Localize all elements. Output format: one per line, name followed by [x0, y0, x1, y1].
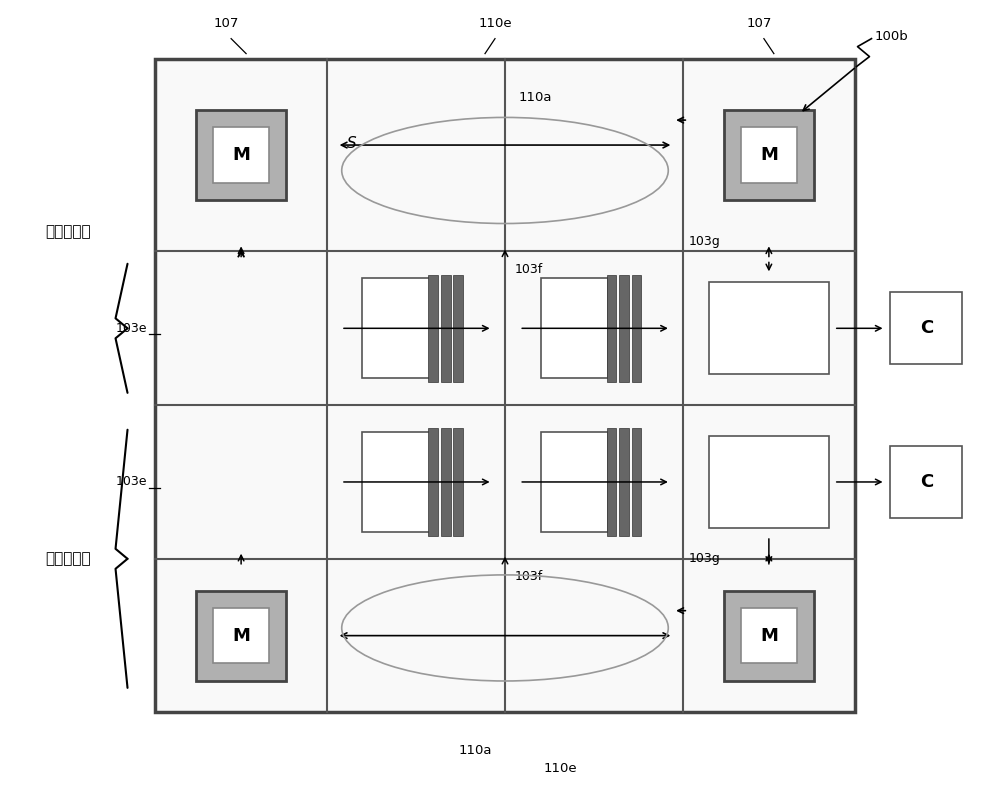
- Text: 103g: 103g: [688, 235, 720, 248]
- Text: 110a: 110a: [518, 91, 552, 104]
- Bar: [724, 110, 814, 200]
- Bar: [428, 275, 438, 382]
- Bar: [607, 429, 616, 535]
- Bar: [453, 429, 463, 535]
- Bar: [196, 110, 286, 200]
- Bar: [890, 446, 962, 518]
- Bar: [541, 279, 608, 378]
- Bar: [741, 127, 797, 183]
- Bar: [632, 275, 641, 382]
- Text: C: C: [920, 319, 933, 338]
- Text: M: M: [232, 146, 250, 164]
- Bar: [362, 432, 430, 532]
- Text: 103f: 103f: [515, 571, 543, 583]
- Bar: [213, 127, 269, 183]
- Bar: [709, 436, 829, 528]
- Bar: [607, 275, 616, 382]
- Text: M: M: [760, 146, 778, 164]
- Text: 110a: 110a: [458, 745, 492, 757]
- Bar: [709, 282, 829, 374]
- Text: M: M: [760, 626, 778, 645]
- Bar: [541, 432, 608, 532]
- Text: C: C: [920, 473, 933, 491]
- Bar: [155, 58, 855, 713]
- Text: 107: 107: [213, 17, 239, 30]
- Text: 103e: 103e: [116, 322, 147, 335]
- Bar: [632, 429, 641, 535]
- Bar: [441, 275, 451, 382]
- Bar: [213, 608, 269, 663]
- Text: 100b: 100b: [874, 30, 908, 43]
- Bar: [724, 591, 814, 681]
- Text: 110e: 110e: [543, 762, 577, 776]
- Bar: [619, 275, 629, 382]
- Text: 103f: 103f: [515, 263, 543, 276]
- Bar: [619, 429, 629, 535]
- Bar: [196, 591, 286, 681]
- Bar: [741, 608, 797, 663]
- Bar: [441, 429, 451, 535]
- Bar: [362, 279, 430, 378]
- Text: 第一生产线: 第一生产线: [45, 224, 91, 239]
- Bar: [453, 275, 463, 382]
- Text: 110e: 110e: [478, 17, 512, 30]
- Text: S: S: [347, 136, 357, 151]
- Text: 第二生产线: 第二生产线: [45, 551, 91, 567]
- Text: 107: 107: [746, 17, 772, 30]
- Bar: [428, 429, 438, 535]
- Text: 103g: 103g: [688, 552, 720, 565]
- Bar: [890, 292, 962, 364]
- Text: M: M: [232, 626, 250, 645]
- Text: 103e: 103e: [116, 476, 147, 488]
